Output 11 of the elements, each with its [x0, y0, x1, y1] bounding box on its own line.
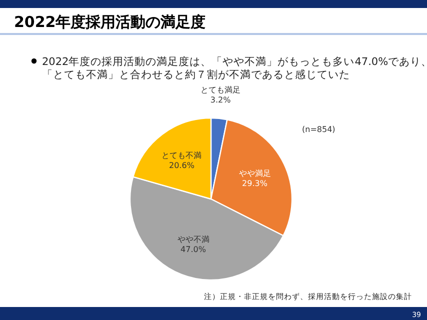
data-label: 47.0% — [180, 245, 206, 254]
slice-label: とても不満 — [162, 151, 202, 160]
chart-title: 2022年度採用活動の満足度 — [14, 13, 206, 31]
chart-subtitle: 2022年度の採用活動の満足度は、「やや不満」がもっとも多い47.0%であり、「とても不満」と合わせると約７割が不満であると感じていた — [42, 55, 427, 81]
slice-label: とても満足 — [200, 85, 241, 94]
slice-label: やや不満 — [177, 235, 210, 244]
data-label: 3.2% — [210, 95, 232, 104]
slice-label: やや満足 — [238, 168, 271, 178]
data-label: 20.6% — [169, 161, 195, 170]
text: (n=854) — [302, 125, 336, 134]
data-label: 29.3% — [242, 178, 268, 188]
